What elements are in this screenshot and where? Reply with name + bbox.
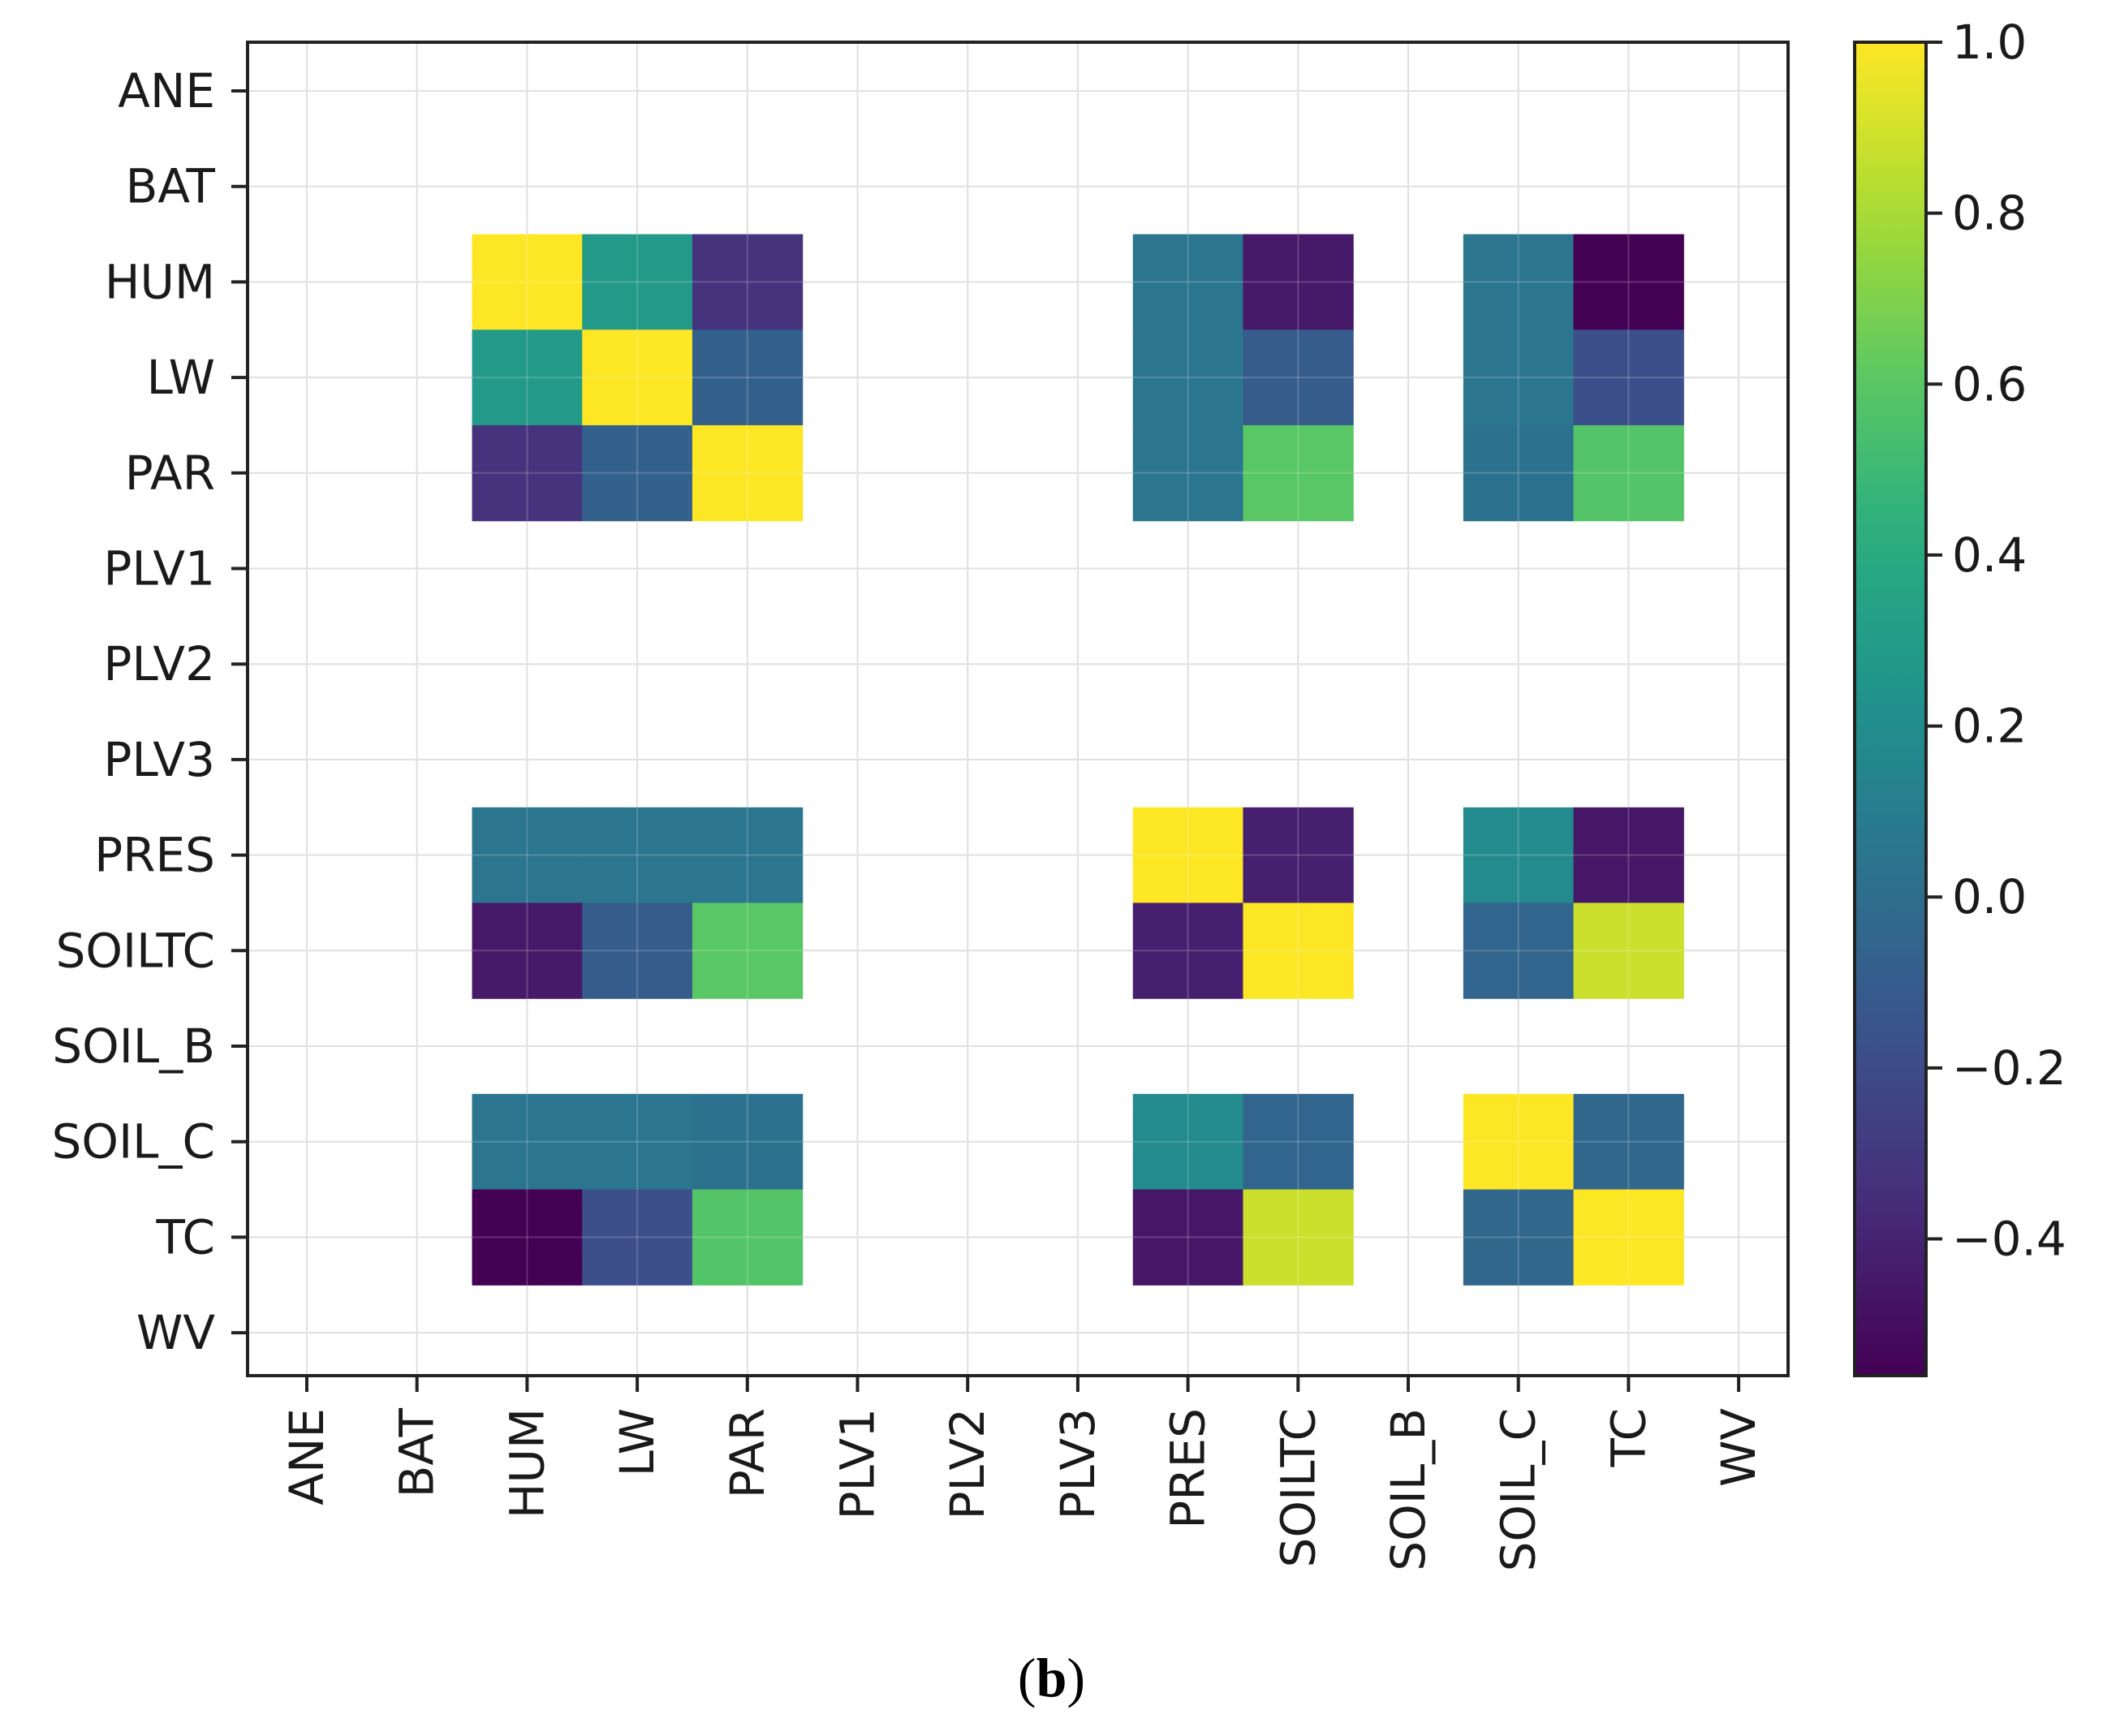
heatmap-cell-PRES-SOILTC (1243, 807, 1354, 904)
y-tick-label: ANE (118, 63, 215, 118)
colorbar-tick-label: 0.8 (1952, 186, 2027, 241)
y-tick-label: SOIL_B (52, 1019, 215, 1074)
heatmap-cell-SOIL_C-SOIL_C (1463, 1093, 1575, 1191)
y-tick-label: HUM (105, 254, 215, 309)
figure-caption: (b) (0, 1646, 2103, 1710)
colorbar-tick-label: 1.0 (1952, 15, 2027, 70)
heatmap-cell-SOILTC-TC (1573, 902, 1684, 999)
heatmap-cell-HUM-LW (582, 234, 693, 330)
heatmap-cell-SOIL_C-HUM (472, 1093, 583, 1191)
heatmap-cell-TC-LW (582, 1189, 693, 1286)
colorbar-tick-label: 0.6 (1952, 356, 2027, 411)
heatmap-cell-TC-SOILTC (1243, 1189, 1354, 1286)
x-tick-label: PAR (720, 1408, 775, 1498)
heatmap-cell-SOILTC-HUM (472, 902, 583, 999)
heatmap-cell-TC-PAR (692, 1189, 804, 1286)
heatmap-cell-PAR-SOILTC (1243, 424, 1354, 522)
plot-frame (246, 41, 1790, 1377)
colorbar-tick-label: −0.4 (1952, 1211, 2066, 1266)
x-tick-label: BAT (390, 1407, 445, 1497)
caption-letter: b (1036, 1647, 1067, 1708)
heatmap-cell-SOIL_C-PAR (692, 1093, 804, 1191)
x-tick-label: PLV1 (830, 1408, 886, 1520)
heatmap-cell-LW-PAR (692, 330, 804, 426)
heatmap-cell-PAR-PRES (1132, 424, 1244, 522)
heatmap-cells (248, 42, 1788, 1376)
y-tick-label: PRES (94, 828, 215, 883)
heatmap-cell-SOILTC-SOIL_C (1463, 902, 1575, 999)
heatmap-cell-SOILTC-PAR (692, 902, 804, 999)
y-tick-label: PAR (125, 446, 215, 501)
colorbar-tick-label: 0.2 (1952, 699, 2027, 754)
colorbar: 1.0 0.8 0.6 0.4 0.2 0.0 −0.2 −0.4 (1853, 15, 2066, 1377)
y-tick-label: WV (136, 1305, 215, 1360)
heatmap-cell-SOIL_C-PRES (1132, 1093, 1244, 1191)
x-tick-label: LW (610, 1408, 665, 1476)
heatmap-cell-LW-PRES (1132, 330, 1244, 426)
heatmap-cell-TC-HUM (472, 1189, 583, 1286)
x-tick-label: SOIL_C (1491, 1408, 1546, 1571)
heatmap-cell-LW-SOIL_C (1463, 330, 1575, 426)
heatmap-cell-PRES-TC (1573, 807, 1684, 904)
heatmap-cell-HUM-PRES (1132, 234, 1244, 330)
colorbar-tick-label: −0.2 (1952, 1040, 2066, 1096)
heatmap-cell-PRES-LW (582, 807, 693, 904)
heatmap-cell-SOIL_C-SOILTC (1243, 1093, 1354, 1191)
x-tick-label: WV (1711, 1408, 1766, 1487)
colorbar-tick-label: 0.0 (1952, 869, 2027, 924)
colorbar-tick-label: 0.4 (1952, 528, 2027, 583)
heatmap-cell-PAR-HUM (472, 424, 583, 522)
y-tick-label: PLV1 (104, 541, 216, 597)
heatmap-cell-TC-SOIL_C (1463, 1189, 1575, 1286)
x-tick-label: ANE (279, 1408, 334, 1506)
y-tick-label: PLV3 (104, 732, 216, 787)
x-tick-label: PLV3 (1050, 1408, 1105, 1520)
heatmap-cell-SOILTC-PRES (1132, 902, 1244, 999)
heatmap-cell-HUM-PAR (692, 234, 804, 330)
y-tick-label: LW (147, 350, 215, 405)
y-tick-label: SOILTC (56, 923, 215, 978)
heatmap-cell-HUM-HUM (472, 234, 583, 330)
x-tick-label: SOILTC (1270, 1408, 1325, 1567)
caption-open: ( (1017, 1647, 1036, 1708)
heatmap-cell-PAR-SOIL_C (1463, 424, 1575, 522)
x-tick-label: TC (1601, 1408, 1656, 1468)
x-tick-label: PLV2 (940, 1408, 995, 1520)
heatmap-cell-LW-HUM (472, 330, 583, 426)
heatmap-cell-SOIL_C-TC (1573, 1093, 1684, 1191)
heatmap-cell-LW-TC (1573, 330, 1684, 426)
heatmap-cell-SOILTC-LW (582, 902, 693, 999)
y-tick-label: BAT (126, 159, 216, 214)
heatmap-cell-PRES-SOIL_C (1463, 807, 1575, 904)
heatmap-cell-PAR-PAR (692, 424, 804, 522)
y-tick-label: SOIL_C (52, 1114, 215, 1170)
x-tick-label: SOIL_B (1381, 1408, 1436, 1571)
heatmap-cell-SOILTC-SOILTC (1243, 902, 1354, 999)
heatmap-cell-HUM-SOIL_C (1463, 234, 1575, 330)
heatmap-cell-LW-SOILTC (1243, 330, 1354, 426)
heatmap-cell-PAR-TC (1573, 424, 1684, 522)
x-axis-ticks: ANE BAT HUM LW PAR PLV1 PLV2 PLV3 PRES SOILTC SOIL… (279, 1376, 1766, 1571)
y-tick-label: PLV2 (104, 636, 216, 691)
x-tick-label: PRES (1161, 1408, 1216, 1529)
heatmap-cell-HUM-TC (1573, 234, 1684, 330)
x-tick-label: HUM (499, 1408, 554, 1518)
heatmap-cell-PRES-PRES (1132, 807, 1244, 904)
heatmap-cell-PRES-HUM (472, 807, 583, 904)
colorbar-gradient (1853, 41, 1928, 1377)
caption-close: ) (1067, 1647, 1086, 1708)
heatmap-cell-TC-PRES (1132, 1189, 1244, 1286)
y-tick-label: TC (155, 1209, 215, 1264)
heatmap-cell-HUM-SOILTC (1243, 234, 1354, 330)
heatmap-cell-PAR-LW (582, 424, 693, 522)
y-axis-ticks: ANE BAT HUM LW PAR PLV1 PLV2 PLV3 PRES SOILTC SOIL… (52, 63, 248, 1360)
heatmap-cell-PRES-PAR (692, 807, 804, 904)
heatmap-cell-SOIL_C-LW (582, 1093, 693, 1191)
heatmap-cell-LW-LW (582, 330, 693, 426)
heatmap-cell-TC-TC (1573, 1189, 1684, 1286)
